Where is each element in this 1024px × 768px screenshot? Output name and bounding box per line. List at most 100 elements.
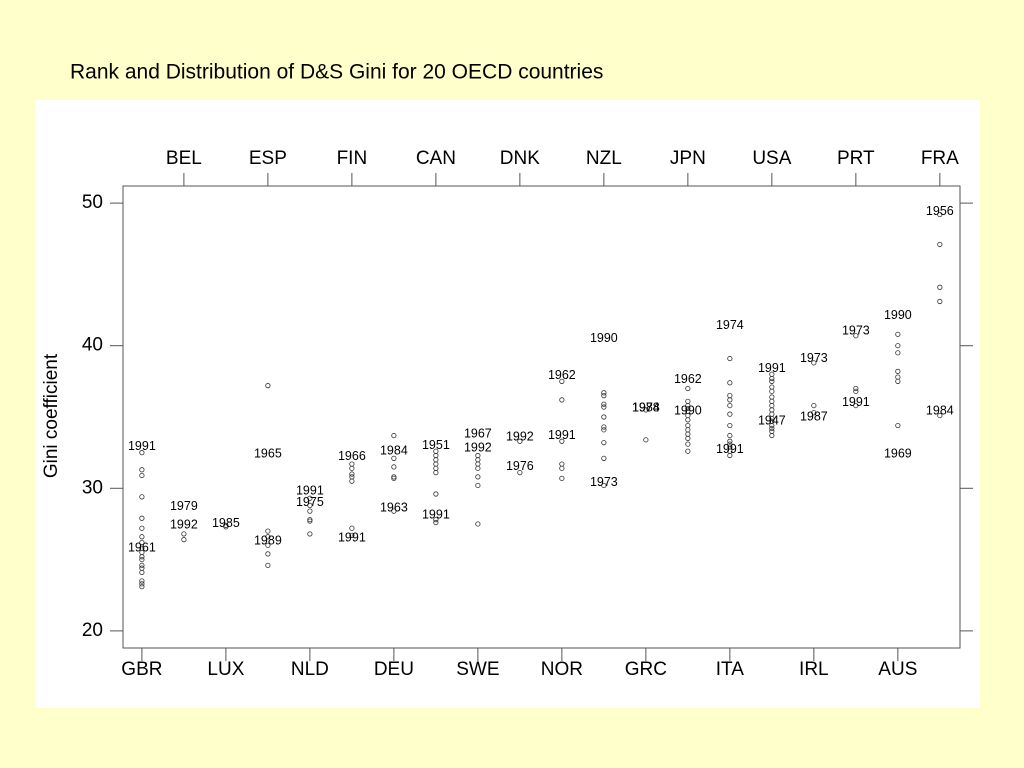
point (349, 532, 355, 538)
category-label: GBR (121, 659, 162, 680)
point (601, 455, 607, 461)
point (685, 435, 691, 441)
point (391, 464, 397, 470)
point (601, 440, 607, 446)
chart-title: Rank and Distribution of D&S Gini for 20… (70, 61, 603, 84)
point (307, 495, 313, 501)
point (685, 417, 691, 423)
year-label: 1974 (716, 318, 744, 332)
point (181, 537, 187, 543)
category-label: DEU (374, 659, 414, 680)
point (265, 534, 271, 540)
panel (35, 100, 980, 708)
point (265, 562, 271, 568)
year-label: 1961 (128, 540, 156, 554)
year-label: 1991 (338, 531, 366, 545)
category-label: BEL (166, 148, 202, 169)
point (601, 401, 607, 407)
point (139, 578, 145, 584)
category-label: CAN (416, 148, 456, 169)
point (643, 437, 649, 443)
point (433, 470, 439, 476)
point (517, 438, 523, 444)
point (307, 508, 313, 514)
point (811, 402, 817, 409)
point (853, 385, 859, 392)
year-label: 1984 (380, 444, 408, 458)
y-tick-label: 50 (82, 192, 103, 213)
category-label: NOR (541, 659, 583, 680)
point (559, 475, 565, 481)
year-label: 1992 (506, 429, 534, 443)
category-label: USA (752, 148, 791, 169)
year-label: 1973 (800, 351, 828, 365)
category-label: PRT (837, 148, 875, 169)
year-label: 1991 (842, 395, 870, 409)
point (475, 465, 481, 471)
category-label: AUS (878, 659, 917, 680)
point (685, 402, 691, 409)
year-label: 1975 (296, 495, 324, 509)
point (139, 539, 145, 546)
point (559, 378, 565, 384)
y-axis-label: Gini coefficient (41, 353, 62, 478)
point (349, 478, 355, 484)
point (139, 494, 145, 500)
year-label: 1989 (254, 533, 282, 547)
year-label: 1966 (338, 449, 366, 463)
year-label: 1992 (170, 518, 198, 532)
point (895, 350, 901, 356)
year-label: 1991 (758, 361, 786, 375)
point (685, 441, 691, 447)
category-label: FRA (921, 148, 959, 169)
point (391, 455, 397, 461)
point (727, 432, 733, 439)
point (139, 556, 145, 563)
point (769, 422, 775, 429)
y-tick-label: 30 (82, 477, 103, 498)
point (559, 397, 565, 403)
year-label: 1969 (884, 446, 912, 460)
point (769, 415, 775, 422)
point (601, 414, 607, 420)
point (853, 388, 859, 394)
year-label: 1991 (128, 439, 156, 453)
category-label: LUX (207, 659, 244, 680)
point (139, 472, 145, 479)
point (433, 491, 439, 497)
point (685, 448, 691, 454)
point (139, 515, 145, 521)
year-label: 1988 (632, 401, 660, 415)
point (391, 432, 397, 439)
point (937, 284, 943, 290)
year-label: 1990 (884, 308, 912, 322)
point (601, 404, 607, 410)
point (391, 475, 397, 481)
point (727, 452, 733, 459)
point (685, 385, 691, 392)
point (937, 412, 943, 419)
point (559, 465, 565, 471)
point (349, 471, 355, 477)
point (727, 397, 733, 403)
point (769, 432, 775, 439)
year-label: 1991 (716, 442, 744, 456)
point (685, 405, 691, 412)
year-label: 1956 (926, 204, 954, 218)
point (601, 393, 607, 399)
point (475, 482, 481, 489)
point (895, 368, 901, 374)
point (139, 562, 145, 568)
category-label: NZL (586, 148, 622, 169)
point (601, 482, 607, 489)
point (769, 378, 775, 384)
point (433, 517, 439, 523)
point (349, 525, 355, 531)
plot-frame (122, 185, 961, 649)
year-label: 1992 (464, 441, 492, 455)
point (517, 470, 523, 476)
category-label: ESP (249, 148, 287, 169)
point (559, 438, 565, 444)
point (223, 522, 229, 528)
point (601, 390, 607, 396)
